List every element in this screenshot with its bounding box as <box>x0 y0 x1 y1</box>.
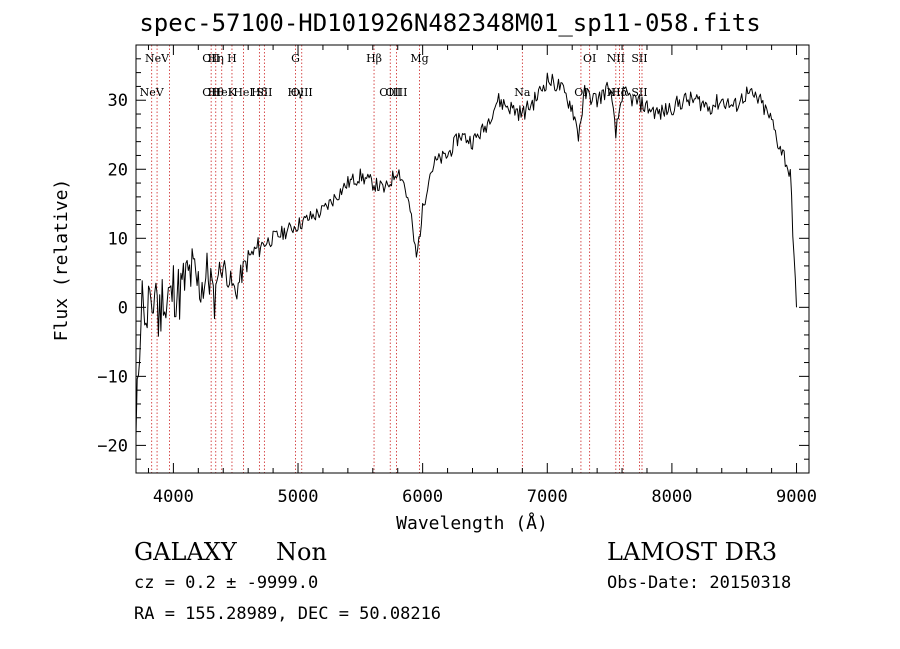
line-label: OIII <box>291 86 313 99</box>
line-label: SII <box>256 86 272 99</box>
line-label: Hγ <box>287 86 304 99</box>
line-label: OII <box>202 86 220 99</box>
line-label: Hβ <box>366 52 382 65</box>
line-label: NeV <box>140 86 165 99</box>
chart-title: spec-57100-HD101926N482348M01_sp11-058.f… <box>139 9 761 37</box>
survey-name: LAMOST DR3 <box>607 538 778 566</box>
line-label: Na <box>514 86 531 99</box>
obs-date: Obs-Date: 20150318 <box>607 573 792 593</box>
line-label: Hδ <box>251 86 268 99</box>
redshift-line: cz = 0.2 ± -9999.0 <box>134 573 319 593</box>
line-label: OIII <box>385 86 407 99</box>
line-label: H <box>227 52 237 65</box>
line-label: NII <box>607 52 625 65</box>
line-label: OIII <box>379 86 401 99</box>
line-label: HeI <box>212 86 232 99</box>
axis-ticks: 4000 5000 6000 7000 8000 9000 −20 −10 0 10 20 30 <box>97 45 817 507</box>
y-axis-label: Flux (relative) <box>51 179 72 342</box>
line-label: K <box>228 86 237 99</box>
line-label: NII <box>607 86 625 99</box>
emission-line-markers <box>151 45 643 473</box>
x-tick-label: 8000 <box>651 487 692 507</box>
y-tick-label: 20 <box>108 160 128 180</box>
line-label: SII <box>631 86 647 99</box>
line-label: OI <box>574 86 587 99</box>
x-tick-label: 7000 <box>527 487 568 507</box>
spectrum-line <box>135 72 797 437</box>
x-axis-label: Wavelength (Å) <box>396 512 548 534</box>
line-label: Hη <box>208 52 224 65</box>
line-label: SII <box>631 52 647 65</box>
y-tick-label: −10 <box>97 367 128 387</box>
line-label: NeV <box>145 52 170 65</box>
object-subclass: Non <box>276 538 327 566</box>
line-label: Mg <box>410 52 428 65</box>
x-tick-label: 9000 <box>776 487 817 507</box>
x-tick-label: 4000 <box>153 487 194 507</box>
line-label: OI <box>583 52 596 65</box>
y-tick-label: 0 <box>118 298 128 318</box>
y-tick-label: −20 <box>97 436 128 456</box>
line-label: HeI <box>233 86 253 99</box>
line-label: G <box>291 52 300 65</box>
line-label: Hθ <box>208 86 225 99</box>
line-label: OII <box>202 52 220 65</box>
coordinates: RA = 155.28989, DEC = 50.08216 <box>134 604 442 624</box>
y-tick-label: 30 <box>108 91 128 111</box>
y-tick-label: 10 <box>108 229 128 249</box>
x-tick-label: 6000 <box>402 487 443 507</box>
x-tick-label: 5000 <box>278 487 319 507</box>
object-class: GALAXY <box>134 538 237 566</box>
line-label: Hα <box>611 86 629 99</box>
